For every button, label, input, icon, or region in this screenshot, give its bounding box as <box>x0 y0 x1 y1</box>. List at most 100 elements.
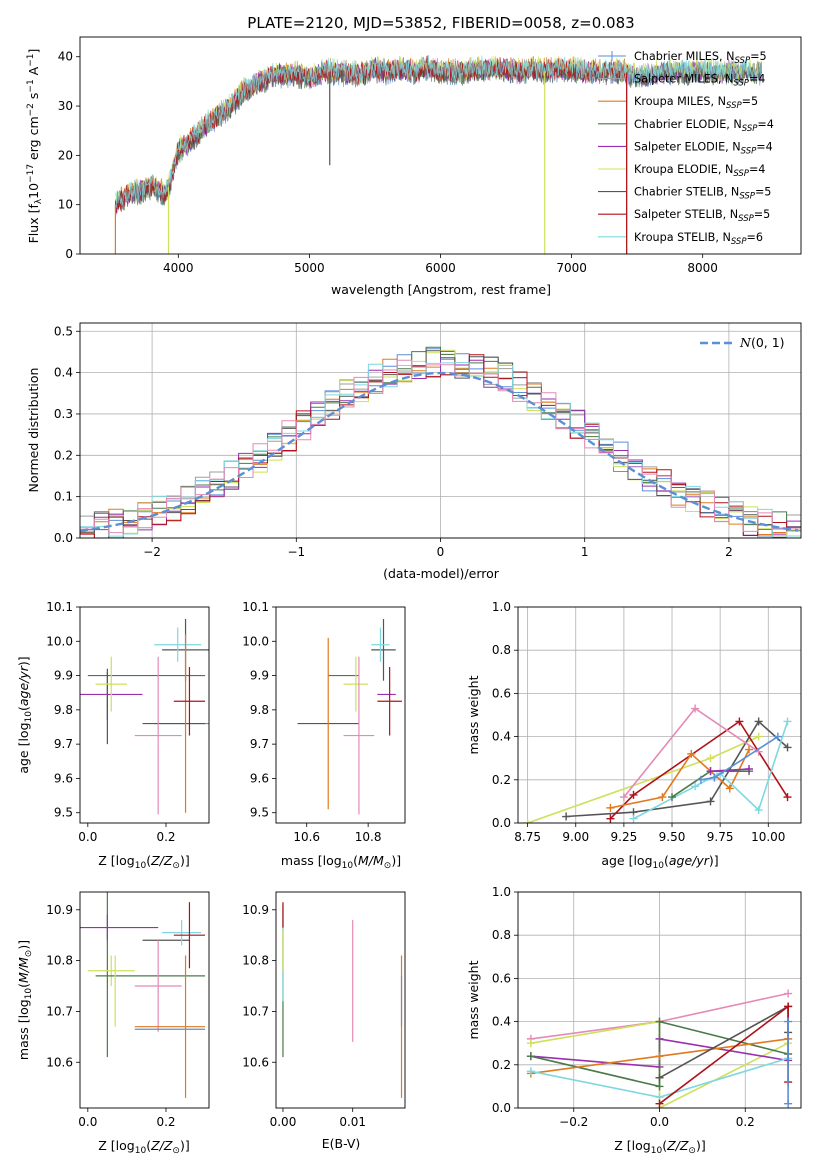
y-tick-label: 10.0 <box>46 634 73 648</box>
label-part: mass [log <box>16 999 31 1060</box>
label-part: ( <box>664 853 669 868</box>
x-tick-label: 0.2 <box>736 1115 755 1129</box>
y-tick-label: 0.2 <box>492 773 511 787</box>
label-part: A <box>26 66 41 79</box>
legend-label: Salpeter MILES, NSSP=4 <box>634 73 765 89</box>
legend-text: Kroupa STELIB, N <box>634 231 731 244</box>
axis-label: Z [log10(Z/Z⊙)] <box>614 1138 705 1156</box>
x-tick-label: 9.50 <box>659 830 686 844</box>
label-part: ( <box>662 1138 667 1153</box>
legend-tail: =6 <box>746 231 763 244</box>
panel-mass_vs_Z: 0.0 0.210.610.710.810.9Z [log10(Z/Z⊙)]mas… <box>16 891 210 1156</box>
legend-label: Chabrier STELIB, NSSP=5 <box>634 186 771 202</box>
legend-label: N(0, 1) <box>739 335 785 350</box>
label-part: age [log <box>601 853 652 868</box>
series-point <box>655 1017 664 1026</box>
label-part: −1 <box>26 79 36 92</box>
label-part: 10 <box>135 861 147 871</box>
x-axis-label: wavelength [Angstrom, rest frame] <box>331 282 551 297</box>
label-part: M/M <box>358 853 384 868</box>
series-point <box>745 765 754 773</box>
series-lines <box>523 704 792 823</box>
y-tick-label: 10.8 <box>46 954 73 968</box>
label-part: λ <box>34 198 44 204</box>
histogram-salpeter_stelib <box>80 354 801 538</box>
errorbars <box>80 892 206 1098</box>
plot-frame <box>517 891 802 1109</box>
axis-label: Z [log10(Z/Z⊙)] <box>98 1138 189 1156</box>
y-tick-label: 10.1 <box>242 600 269 614</box>
label-part: age/yr <box>16 665 31 706</box>
series-point <box>691 782 700 791</box>
y-tick-label: 9.7 <box>54 737 73 751</box>
x-tick-label: −0.2 <box>559 1115 588 1129</box>
series-point <box>783 717 792 726</box>
label-part: ⊙ <box>384 861 392 871</box>
legend-text: Chabrier MILES, N <box>634 50 734 63</box>
series-point <box>629 814 638 823</box>
y-tick-label: 10.9 <box>242 903 269 917</box>
x-tick-label: 9.25 <box>611 830 638 844</box>
x-tick-label: 10.6 <box>293 830 320 844</box>
x-axis-label: (data-model)/error <box>383 566 500 581</box>
label-part: Z [log <box>98 853 134 868</box>
legend-text: (0, 1) <box>751 335 785 350</box>
y-tick-label: 40 <box>58 50 73 64</box>
series-line-salpeter_stelib <box>609 720 789 820</box>
legend-label: Chabrier MILES, NSSP=5 <box>634 50 767 66</box>
plot-frame <box>79 891 210 1109</box>
label-part: Z/Z <box>150 853 173 868</box>
x-tick-label: 10.00 <box>751 830 785 844</box>
series-point <box>668 793 677 802</box>
label-part: )] <box>696 1138 706 1153</box>
x-tick-label: −1 <box>287 545 305 559</box>
y-tick-label: 0.6 <box>492 971 511 985</box>
y-tick-label: 10.0 <box>242 634 269 648</box>
label-part: )] <box>180 853 190 868</box>
series-point <box>687 749 696 758</box>
series-point <box>658 793 667 802</box>
y-axis-label: mass weight <box>466 960 481 1039</box>
series-point <box>691 704 700 713</box>
axis-label: mass [log10(M/M⊙)] <box>281 853 401 871</box>
legend-label: Kroupa MILES, NSSP=5 <box>634 95 758 111</box>
legend-label: Kroupa STELIB, NSSP=6 <box>634 231 763 247</box>
y-tick-label: 20 <box>58 148 73 162</box>
y-tick-label: 9.5 <box>250 806 269 820</box>
label-part: −17 <box>26 164 36 183</box>
x-tick-label: 1 <box>581 545 589 559</box>
histogram-kroupa_stelib <box>80 362 801 538</box>
y-tick-label: 0.6 <box>492 686 511 700</box>
panel-mass_weight_vs_age: 8.75 9.00 9.25 9.50 9.75 10.00 0.0 0.2 0.4 0.6 0.8… <box>466 600 802 871</box>
series-point <box>783 743 792 752</box>
label-part: Flux [f <box>26 204 41 244</box>
plot-frame <box>79 36 802 255</box>
legend-text: Salpeter ELODIE, N <box>634 140 741 153</box>
label-part: ⊙ <box>172 1146 180 1156</box>
x-tick-label: 0 <box>437 545 445 559</box>
y-tick-label: 0.8 <box>492 928 511 942</box>
x-tick-label: −2 <box>143 545 161 559</box>
y-tick-label: 9.8 <box>250 703 269 717</box>
label-part: 10 <box>24 988 34 1000</box>
label-part: −1 <box>26 54 36 67</box>
label-part: ⊙ <box>24 950 34 958</box>
y-tick-label: 0.1 <box>54 490 73 504</box>
label-part: ( <box>16 706 31 711</box>
y-tick-label: 0.2 <box>492 1058 511 1072</box>
series-point <box>754 806 763 815</box>
y-tick-label: 0 <box>65 247 73 261</box>
errorbars <box>297 619 402 815</box>
label-part: erg cm <box>26 116 41 164</box>
legend-text: Chabrier ELODIE, N <box>634 118 742 131</box>
panel-mass_weight_vs_Z: −0.2 0.0 0.2 0.0 0.2 0.4 0.6 0.8 1.0 mass weight Z… <box>466 885 802 1156</box>
label-part: )] <box>16 940 31 950</box>
x-tick-label: 2 <box>725 545 733 559</box>
series-lines <box>526 989 793 1108</box>
legend-text: Salpeter STELIB, N <box>634 208 738 221</box>
panel-spectrum: 4000 5000 6000 7000 8000 0 10 20 30 40 Chabrier MI… <box>26 36 802 297</box>
x-tick-label: 0.0 <box>650 1115 669 1129</box>
series-point <box>784 1002 793 1011</box>
series-point <box>754 717 763 726</box>
